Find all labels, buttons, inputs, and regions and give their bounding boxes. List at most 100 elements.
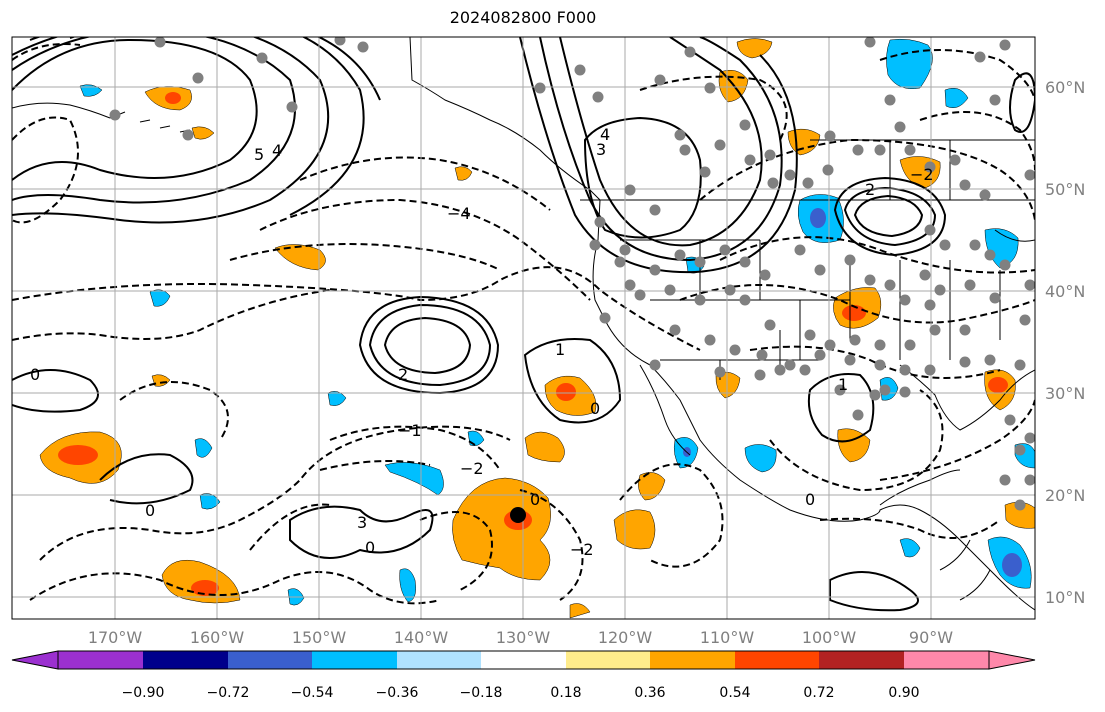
colorbar-segment — [566, 651, 650, 669]
station-dot — [934, 284, 946, 296]
station-dot — [894, 121, 906, 133]
colorbar-segment — [228, 651, 312, 669]
station-dot — [679, 144, 691, 156]
lat-label: 50°N — [1045, 180, 1085, 199]
contour-label: 2 — [865, 180, 875, 199]
station-dot — [674, 129, 686, 141]
colorbar-labels: −0.90 −0.72 −0.54 −0.36 −0.18 0.18 0.36 0.54 0.7… — [122, 685, 920, 701]
contour-label: 0 — [530, 490, 540, 509]
lat-label: 60°N — [1045, 78, 1085, 97]
station-dot — [574, 64, 586, 76]
station-dot — [999, 474, 1011, 486]
station-dot — [924, 224, 936, 236]
station-dot — [719, 244, 731, 256]
station-dot — [999, 39, 1011, 51]
station-dot — [357, 41, 369, 53]
station-dot — [824, 339, 836, 351]
station-dot — [699, 166, 711, 178]
station-dot — [844, 254, 856, 266]
station-dot — [619, 244, 631, 256]
contour-label: 4 — [272, 141, 282, 160]
lat-label: 40°N — [1045, 282, 1085, 301]
contour-label: 3 — [357, 513, 367, 532]
station-dot — [979, 189, 991, 201]
station-dot — [674, 249, 686, 261]
station-dot — [744, 154, 756, 166]
station-dot — [754, 369, 766, 381]
station-dot — [822, 164, 834, 176]
station-dot — [739, 256, 751, 268]
station-dot — [714, 366, 726, 378]
station-dot — [1024, 279, 1035, 291]
map-title: 2024082800 F000 — [449, 8, 597, 27]
station-dot — [729, 344, 741, 356]
station-dot — [864, 274, 876, 286]
contour-label: 2 — [398, 365, 408, 384]
lon-label: 160°W — [190, 628, 245, 647]
station-dot — [919, 269, 931, 281]
lon-label: 110°W — [700, 628, 755, 647]
contour-label: −1 — [398, 421, 422, 440]
colorbar-label: 0.54 — [719, 685, 750, 701]
station-dot — [852, 409, 864, 421]
colorbar-label: −0.36 — [376, 685, 419, 701]
latitude-labels: 60°N 50°N 40°N 30°N 20°N 10°N — [1045, 78, 1085, 607]
station-dot — [694, 256, 706, 268]
colorbar-label: −0.72 — [207, 685, 250, 701]
station-dot — [989, 292, 1001, 304]
colorbar-label: 0.36 — [634, 685, 665, 701]
colorbar-label: 0.18 — [550, 685, 581, 701]
station-dot — [949, 154, 961, 166]
station-dot — [849, 334, 861, 346]
colorbar-segment — [312, 651, 397, 669]
station-dot — [739, 119, 751, 131]
colorbar: −0.90 −0.72 −0.54 −0.36 −0.18 0.18 0.36 0.54 0.7… — [11, 650, 1036, 701]
colorbar-extend-left — [11, 650, 59, 670]
station-dot — [794, 244, 806, 256]
station-dot — [764, 319, 776, 331]
contour-label: −2 — [910, 165, 934, 184]
station-dot — [654, 74, 666, 86]
station-dot — [969, 239, 981, 251]
station-dot — [1024, 432, 1035, 444]
station-dot — [904, 339, 916, 351]
colorbar-segment — [735, 651, 819, 669]
station-dot — [1004, 414, 1016, 426]
station-dot — [1019, 314, 1031, 326]
station-dot — [649, 264, 661, 276]
station-dot — [724, 284, 736, 296]
contour-label: 1 — [838, 375, 848, 394]
station-dot — [899, 386, 911, 398]
station-dot — [704, 334, 716, 346]
station-dot — [959, 356, 971, 368]
station-dot — [714, 139, 726, 151]
station-dot — [999, 259, 1011, 271]
station-dot — [874, 339, 886, 351]
contour-label: 0 — [805, 490, 815, 509]
lon-label: 130°W — [496, 628, 551, 647]
station-dot — [1024, 474, 1035, 486]
station-dot — [182, 129, 194, 141]
station-dot — [759, 269, 771, 281]
colorbar-segment — [58, 651, 143, 669]
coastlines — [12, 37, 1035, 611]
contour-label: 3 — [596, 140, 606, 159]
map-plot-area: 5 4 3 4 2 1 0 1 0 −4 −1 −2 0 0 0 0 −2 2 … — [12, 37, 1035, 619]
station-dot — [774, 364, 786, 376]
station-dot — [904, 144, 916, 156]
station-dot — [959, 324, 971, 336]
station-dot — [704, 82, 716, 94]
lon-label: 150°W — [292, 628, 347, 647]
station-dot — [834, 384, 846, 396]
lon-label: 100°W — [802, 628, 857, 647]
station-dot — [984, 354, 996, 366]
station-dot — [109, 109, 121, 121]
station-dot — [256, 52, 268, 64]
station-dot — [989, 94, 1001, 106]
station-dot — [824, 130, 836, 142]
contour-label: 0 — [365, 538, 375, 557]
station-dot — [624, 279, 636, 291]
station-dot — [939, 239, 951, 251]
station-dot — [804, 329, 816, 341]
